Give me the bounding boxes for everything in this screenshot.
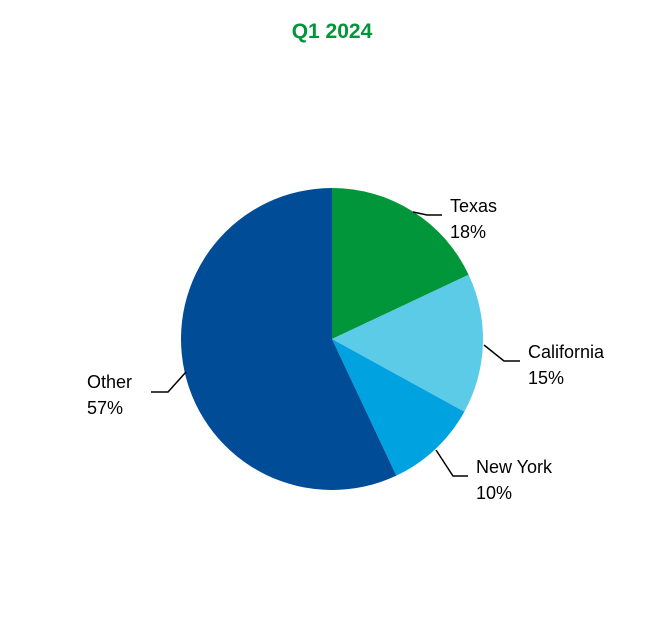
slice-value-label: 57% [87,398,123,418]
slice-label: Other [87,372,132,392]
pie-slice-california [332,274,483,412]
leader-line [151,371,187,393]
pie-slice-other [180,188,397,490]
leader-line [483,344,520,362]
slice-value-label: 15% [528,368,564,388]
pie-slice-texas [332,188,469,339]
slice-label: Texas [450,196,497,216]
slice-value-label: 18% [450,222,486,242]
slice-label: California [528,342,605,362]
slice-label: New York [476,457,553,477]
leader-line [435,449,468,477]
leader-line [412,211,442,216]
slice-value-label: 10% [476,483,512,503]
chart-title: Q1 2024 [292,20,373,43]
pie-slice-new-york [332,339,465,476]
